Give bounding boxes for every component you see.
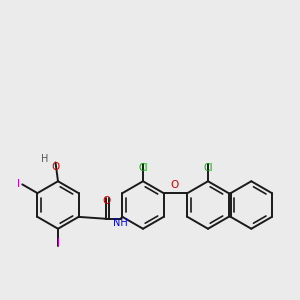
Text: O: O xyxy=(170,180,178,190)
Text: Cl: Cl xyxy=(138,163,148,173)
Text: I: I xyxy=(17,179,20,189)
Text: H: H xyxy=(40,154,48,164)
Text: Cl: Cl xyxy=(203,163,213,173)
Text: I: I xyxy=(56,238,59,248)
Text: O: O xyxy=(51,161,60,172)
Text: O: O xyxy=(102,196,111,206)
Text: NH: NH xyxy=(113,218,128,228)
